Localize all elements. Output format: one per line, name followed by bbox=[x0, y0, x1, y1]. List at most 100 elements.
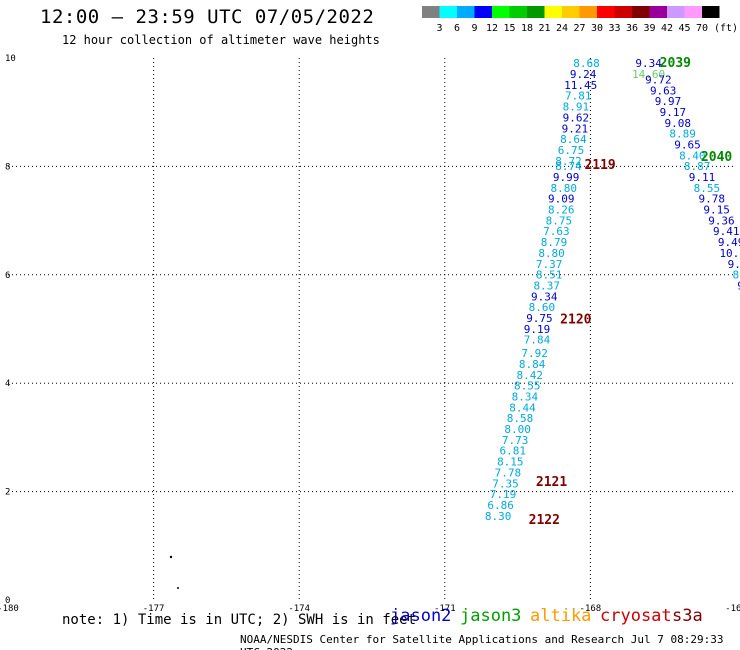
swh-value: 9.75 bbox=[526, 312, 553, 325]
scale-label: 24 bbox=[556, 23, 568, 34]
swh-value: 9.08 bbox=[665, 117, 692, 130]
swh-value: 9.63 bbox=[650, 84, 677, 97]
swh-value: 8.34 bbox=[512, 391, 539, 404]
swh-value: 8.89 bbox=[669, 128, 696, 141]
swh-value: 9.17 bbox=[660, 106, 687, 119]
scale-swatch bbox=[614, 6, 632, 18]
swh-value: 7.73 bbox=[502, 434, 529, 447]
scale-swatch bbox=[597, 6, 615, 18]
swh-value: 8.56 bbox=[732, 269, 740, 282]
swh-value: 9.09 bbox=[737, 279, 740, 292]
swh-value: 8.55 bbox=[694, 182, 721, 195]
scale-swatch bbox=[632, 6, 650, 18]
scale-swatch bbox=[492, 6, 510, 18]
scale-swatch bbox=[439, 6, 457, 18]
scale-swatch bbox=[422, 6, 440, 18]
legend-jason2: jason2 bbox=[390, 606, 452, 626]
swh-value: 14.60 bbox=[632, 68, 665, 81]
swh-value: 8.68 bbox=[573, 57, 600, 70]
swh-value: 9.11 bbox=[689, 171, 716, 184]
scale-label: 18 bbox=[521, 23, 533, 34]
swh-value: 6.86 bbox=[487, 499, 514, 512]
x-tick-label: -171 bbox=[434, 604, 456, 614]
swh-value: 9.99 bbox=[553, 171, 580, 184]
scale-label: 42 bbox=[661, 23, 673, 34]
swh-value: 9.21 bbox=[562, 122, 589, 135]
y-tick-label: 6 bbox=[5, 271, 10, 281]
y-tick-label: 8 bbox=[5, 162, 10, 172]
swh-value: 9.49 bbox=[718, 236, 740, 249]
swh-value: 7.84 bbox=[524, 334, 551, 347]
swh-value: 9.24 bbox=[570, 68, 597, 81]
swh-value: 8.74 bbox=[555, 160, 582, 173]
scale-unit: (ft) bbox=[714, 23, 738, 34]
swh-value: 8.72 bbox=[555, 155, 582, 168]
x-tick-label: -180 bbox=[0, 604, 19, 614]
swh-value: 8.80 bbox=[550, 182, 577, 195]
swh-value: 8.30 bbox=[485, 510, 512, 523]
legend-cryosat: cryosat bbox=[600, 606, 672, 626]
swh-value: 7.81 bbox=[565, 90, 592, 103]
swh-value: 8.80 bbox=[538, 247, 565, 260]
swh-value: 9.34 bbox=[635, 57, 662, 70]
y-tick-label: 0 bbox=[5, 596, 10, 606]
swh-value: 8.00 bbox=[504, 423, 531, 436]
swh-value: 9.72 bbox=[645, 73, 672, 86]
swh-value: 9.09 bbox=[548, 193, 575, 206]
scale-label: 33 bbox=[608, 23, 620, 34]
page-title: 12:00 – 23:59 UTC 07/05/2022 bbox=[40, 6, 375, 28]
scale-swatch bbox=[544, 6, 562, 18]
swh-value: 9.62 bbox=[563, 111, 590, 124]
y-tick-label: 10 bbox=[5, 54, 16, 64]
swh-value: 8.55 bbox=[514, 380, 541, 393]
scale-label: 6 bbox=[454, 23, 460, 34]
scale-swatch bbox=[562, 6, 580, 18]
scale-label: 30 bbox=[591, 23, 603, 34]
scale-label: 45 bbox=[678, 23, 690, 34]
swh-value: 7.63 bbox=[543, 225, 570, 238]
scale-label: 3 bbox=[436, 23, 442, 34]
legend-s3a: s3a bbox=[672, 606, 703, 626]
x-tick-label: -168 bbox=[580, 604, 602, 614]
scale-label: 12 bbox=[486, 23, 498, 34]
scale-label: 39 bbox=[643, 23, 655, 34]
swh-value: 9.66 bbox=[728, 258, 740, 271]
swh-value: 8.58 bbox=[507, 412, 534, 425]
swh-value: 8.87 bbox=[684, 160, 711, 173]
swh-value: 9.65 bbox=[674, 139, 701, 152]
swh-value: 9.41 bbox=[713, 225, 740, 238]
y-tick-label: 4 bbox=[5, 379, 10, 389]
swh-value: 11.45 bbox=[564, 79, 597, 92]
scale-swatch bbox=[649, 6, 667, 18]
note-text: note: 1) Time is in UTC; 2) SWH is in fe… bbox=[62, 612, 417, 628]
scale-swatch bbox=[527, 6, 545, 18]
scale-label: 70 bbox=[696, 23, 708, 34]
track-time-label: 2120 bbox=[560, 313, 591, 328]
legend-jason3: jason3 bbox=[460, 606, 522, 626]
swh-value: 8.79 bbox=[541, 236, 568, 249]
color-scale-legend: 3 6 9 12 15 18 21 24 27 30 33 36 39 42 45 70 (ft) bbox=[422, 6, 738, 34]
scale-label: 27 bbox=[573, 23, 585, 34]
swh-value: 6.81 bbox=[499, 445, 526, 458]
swh-value: 7.92 bbox=[521, 347, 548, 360]
swh-value: 8.91 bbox=[563, 101, 590, 114]
x-tick-label: -174 bbox=[288, 604, 310, 614]
scale-swatch bbox=[474, 6, 492, 18]
swh-value: 7.78 bbox=[495, 466, 522, 479]
scale-swatch bbox=[457, 6, 475, 18]
scale-swatch bbox=[684, 6, 702, 18]
swh-value: 6.75 bbox=[558, 144, 585, 157]
swh-value: 8.37 bbox=[533, 279, 560, 292]
track-time-label: 2122 bbox=[529, 513, 560, 528]
scale-swatch bbox=[579, 6, 597, 18]
scale-label: 21 bbox=[538, 23, 550, 34]
island-dot bbox=[169, 555, 173, 559]
swh-value: 8.60 bbox=[529, 301, 556, 314]
swh-value: 7.19 bbox=[490, 488, 517, 501]
y-tick-label: 2 bbox=[5, 488, 10, 498]
scale-label: 36 bbox=[626, 23, 638, 34]
track-time-label: 2040 bbox=[701, 150, 732, 165]
swh-value: 9.78 bbox=[698, 193, 725, 206]
